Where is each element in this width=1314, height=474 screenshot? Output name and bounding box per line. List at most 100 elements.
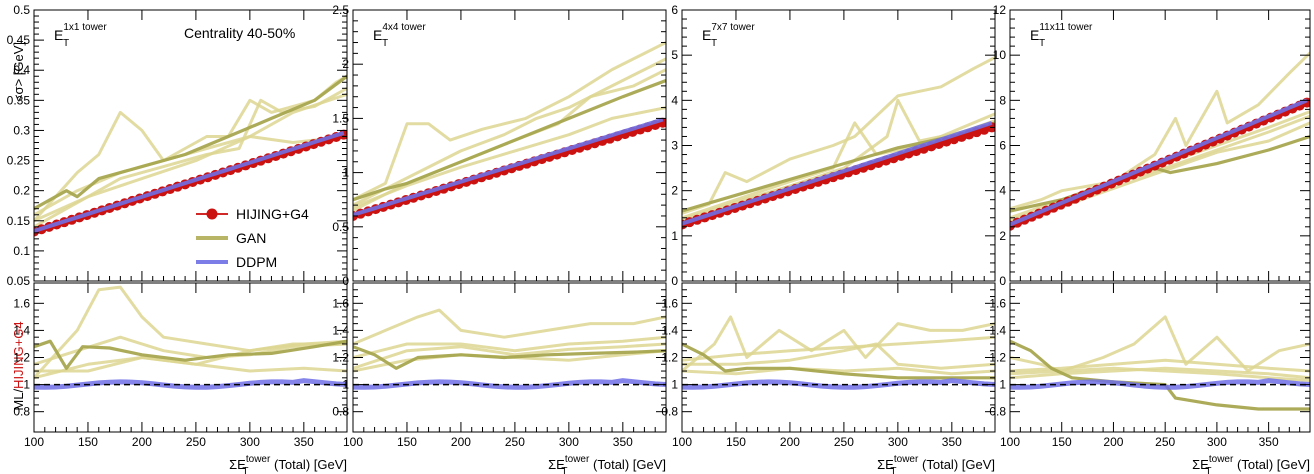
xaxis-title-sum: ΣE [1192,457,1209,472]
ytick-label-top: 6 [671,3,678,17]
top-frame [352,9,667,282]
energy-label-E: E [54,27,63,43]
energy-label-tower: 7x7 tower [711,22,755,33]
ddpm-curve [682,121,993,226]
ytick-label-top: 10 [993,48,1007,62]
gan-ratio-curve-5 [682,342,995,380]
gan-ratio-curve-5 [353,345,666,370]
bottom-plot-area [34,285,347,390]
ytick-label-top: 0.5 [13,3,30,17]
chart-panel-2: 0 0.5 1 1.5 2 2.5 0.8 1 1.2 1.4 1.6 100 150 200 250 300… [332,3,667,474]
ylabel-bottom-ref: HIJING+G4 [11,321,26,389]
xtick-label: 200 [132,435,152,449]
centrality-label: Centrality 40-50% [184,25,295,41]
top-plot-area [353,41,666,221]
gan-ratio-curve-1 [682,315,995,373]
ytick-label-bottom: 1.4 [332,323,349,337]
energy-label-E: E [702,27,711,43]
bottom-plot-area [1010,315,1310,411]
energy-label: E1x1 tower T [54,22,107,49]
ytick-label-bottom: 0.8 [332,405,349,419]
ytick-label-bottom: 1.6 [13,296,30,310]
gan-ratio-curve-3 [682,335,995,362]
gan-curve-2 [682,112,995,220]
ytick-label-bottom: 1.4 [661,323,678,337]
ytick-label-top: 0.3 [13,123,30,137]
gan-ratio-curve-4 [1010,366,1310,382]
ytick-label-bottom: 0.8 [989,405,1006,419]
energy-label-E: E [1030,27,1039,43]
ytick-label-bottom: 1 [23,378,30,392]
energy-label-T: T [63,38,69,49]
bottom-plot-area [353,308,666,390]
xaxis-title: ΣEtower T (Total) [GeV] [1192,454,1310,474]
xtick-label: 200 [780,435,800,449]
ytick-label-top: 0 [671,274,678,288]
xaxis-title-rest: (Total) [GeV] [1233,457,1310,472]
ytick-label-top: 0.2 [13,184,30,198]
xtick-label: 150 [397,435,417,449]
ytick-label-top: 1 [671,229,678,243]
ytick-label-top: 0.35 [7,93,31,107]
xtick-label: 100 [343,435,363,449]
ytick-label-top: 2 [999,229,1006,243]
gan-curve-4 [353,106,666,209]
xaxis-title-sum: ΣE [229,457,246,472]
legend-label-3: DDPM [236,254,277,270]
xaxis-title-sup: tower [565,454,590,465]
gan-curve-5 [34,74,347,211]
gan-curve-5 [353,78,666,202]
xaxis-title-rest: (Total) [GeV] [918,457,995,472]
xtick-label: 300 [240,435,260,449]
gan-ratio-curve-2 [1010,358,1310,373]
xtick-label: 250 [1155,435,1175,449]
xaxis-title: ΣEtower T (Total) [GeV] [229,454,347,474]
gan-curve-1 [353,41,666,202]
xtick-label: 350 [942,435,962,449]
gan-ratio-curve-5 [34,339,347,370]
ytick-label-bottom: 1.6 [332,296,349,310]
ytick-label-top: 0.15 [7,214,31,228]
ylabel-bottom-ml: ML/ [11,389,26,411]
top-plot-area [682,55,995,230]
legend-marker-1 [206,208,218,220]
xaxis-title-sup: tower [894,454,919,465]
xtick-label: 300 [1207,435,1227,449]
ytick-label-bottom: 1 [671,378,678,392]
legend-label-2: GAN [236,230,266,246]
ytick-label-top: 1.5 [332,111,349,125]
ytick-label-bottom: 1.6 [661,296,678,310]
gan-curve-4 [34,135,347,223]
xtick-label: 350 [1259,435,1279,449]
xaxis-title: ΣEtower T (Total) [GeV] [877,454,995,474]
xaxis-title-sub: T [890,466,896,474]
gan-curve-2 [353,57,666,207]
top-frame [33,9,348,282]
ytick-label-top: 2 [342,57,349,71]
xtick-label: 350 [294,435,314,449]
ytick-label-bottom: 0.8 [13,405,30,419]
ddpm-curve [1010,98,1308,227]
ddpm-curve [34,130,345,233]
xaxis-title-sup: tower [246,454,271,465]
ddpm-ratio-curve [1010,378,1310,390]
gan-ratio-curve-2 [34,335,347,366]
ytick-label-bottom: 1.2 [661,351,678,365]
ylabel-top: <σ> [GeV] [11,42,26,102]
top-plot-area [34,74,347,237]
ytick-label-bottom: 1 [999,378,1006,392]
energy-label: E4x4 tower T [373,22,426,49]
ytick-label-bottom: 1.2 [332,351,349,365]
energy-label-tower: 11x11 tower [1039,22,1093,33]
xtick-label: 250 [186,435,206,449]
xtick-label: 150 [1052,435,1072,449]
ytick-label-bottom: 1.4 [989,323,1006,337]
energy-label-T: T [382,38,388,49]
ytick-label-bottom: 1.6 [989,296,1006,310]
ytick-label-top: 0.4 [13,63,30,77]
gan-curve-1 [682,55,995,215]
energy-label-E: E [373,27,382,43]
chart-panel-3: 0 1 2 3 4 5 6 0.8 1 1.2 1.4 1.6 100 150 200 250 300 350 ΣE… [661,3,996,474]
gan-ratio-curve-1 [353,308,666,346]
